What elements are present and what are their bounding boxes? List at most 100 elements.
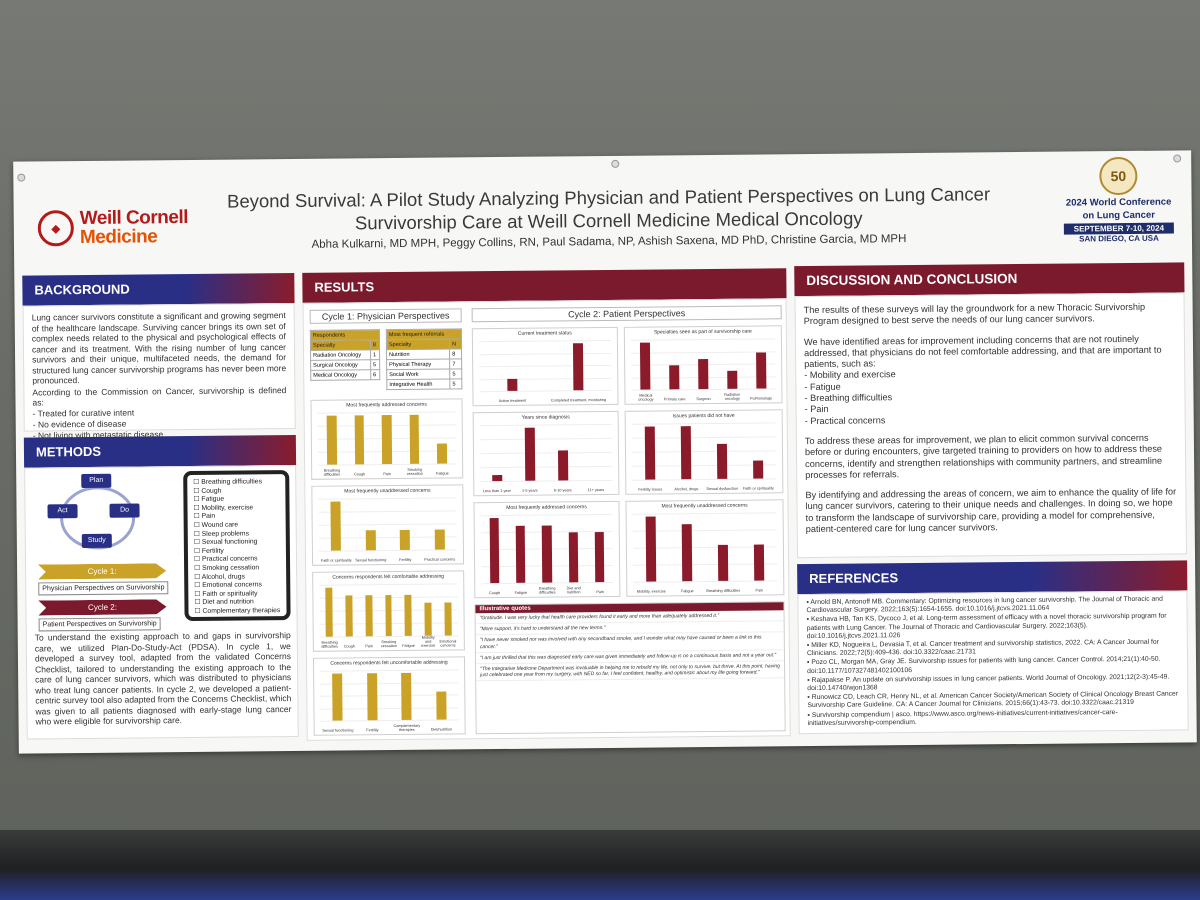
chart-years-since-diagnosis: Years since diagnosis Less than 1 year 1-5… [472, 410, 620, 497]
discussion-p4: By identifying and addressing the areas … [805, 486, 1177, 535]
gridline [480, 451, 613, 455]
chart-bar [716, 443, 728, 479]
chart-title: Most frequently addressed concerns [506, 504, 587, 511]
chart-bar [444, 602, 452, 636]
methods-heading: METHODS [23, 434, 297, 468]
category-label: Pain [365, 644, 373, 649]
chart-bar [436, 691, 447, 720]
gridline [479, 423, 612, 427]
chart-bar [717, 544, 729, 581]
checklist-item: Complementary therapies [194, 607, 280, 616]
chart-bar [727, 370, 738, 389]
references-section: Arnold BN, Antonoff MB. Commentary: Opti… [797, 590, 1189, 735]
chart-patient-unaddressed: Most frequently unaddressed concerns Mobi… [625, 499, 785, 597]
gridline [318, 497, 457, 500]
chart-specialties-seen: Specialties seen as part of survivorship… [623, 325, 783, 405]
category-label: 6-10 years [553, 488, 572, 493]
table-header: N [449, 338, 462, 349]
background-heading: BACKGROUND [22, 272, 295, 306]
table-row: Physical Therapy 7 [386, 358, 462, 370]
category-label: Pain [596, 590, 604, 595]
poster-title: Beyond Survival: A Pilot Study Analyzing… [213, 182, 1003, 236]
gridline [478, 339, 611, 343]
cycle1-label: Cycle 1: [38, 563, 166, 579]
table-row: Radiation Oncology 1 [310, 349, 380, 361]
institution-logo: ◆ Weill Cornell Medicine [37, 206, 189, 248]
chart-bar [326, 415, 337, 465]
chart-title: Years since diagnosis [521, 414, 570, 421]
chart-title: Issues patients did not have [672, 412, 735, 420]
category-label: 1-5 years [521, 488, 538, 493]
pushpin [611, 159, 620, 168]
category-label: Breathing difficulties [706, 588, 741, 594]
gridline [632, 512, 777, 515]
gridline [480, 465, 613, 469]
chart-bar [491, 475, 502, 482]
category-label: Smoking cessation [380, 640, 397, 649]
chart-bar [325, 587, 334, 637]
references-list: Arnold BN, Antonoff MB. Commentary: Opti… [806, 596, 1179, 729]
results-column: RESULTS Cycle 1: Physician Perspectives … [302, 268, 791, 741]
respondents-table-title: Respondents [310, 329, 380, 341]
gridline [479, 437, 612, 441]
chart-bar [680, 425, 692, 480]
category-label: Fertility [399, 557, 412, 562]
chart-bar [345, 595, 353, 637]
category-label: Emotional concerns [439, 639, 457, 648]
background-definition: According to the Commission on Cancer, s… [32, 384, 287, 408]
table-row: Social Work 5 [386, 368, 462, 380]
category-label: Pulmonology [750, 396, 773, 401]
logo-line1: Weill Cornell [79, 206, 189, 230]
category-label: Fatigue [680, 589, 694, 594]
pushpin [17, 173, 26, 182]
category-label: Completed treatment, monitoring [550, 397, 607, 403]
category-label: Sexual dysfunction [706, 486, 739, 492]
category-label: Breathing difficulties [539, 586, 556, 595]
chart-bar [401, 672, 412, 720]
improvement-item: Practical concerns [805, 412, 1177, 427]
conference-name-line2: on Lung Cancer [1082, 209, 1155, 222]
table-header: Specialty [310, 339, 371, 351]
concerns-checklist-phone: Breathing difficultiesCoughFatigueMobili… [183, 470, 291, 622]
results-section: Cycle 1: Physician Perspectives Cycle 2:… [302, 298, 791, 741]
chart-bar [381, 414, 392, 465]
chart-bar [524, 427, 535, 481]
chart-bar [434, 529, 445, 550]
category-label: Breathing difficulties [321, 640, 339, 649]
chart-title: Specialties seen as part of survivorship… [653, 328, 752, 336]
illustrative-quotes: Illustrative quotes "Gratitude. I was ve… [474, 601, 786, 735]
chart-bar [572, 342, 584, 391]
chart-bar [384, 594, 393, 637]
pdsa-plan: Plan [81, 473, 112, 489]
chart-title: Most frequently unaddressed concerns [661, 502, 748, 510]
category-label: Medical oncology [638, 393, 654, 402]
category-label: Diet and nutrition [566, 586, 581, 595]
category-label: Active treatment [498, 398, 527, 404]
gridline [320, 669, 459, 672]
category-label: Faith or spirituality [320, 558, 352, 563]
seal-icon: ◆ [37, 210, 74, 247]
reference-item: Survivorship compendium | asco. https://… [808, 708, 1180, 728]
chart-bar [404, 594, 412, 636]
category-label: Fatigue [514, 590, 528, 595]
chart-treatment-status: Current treatment status Active treatment… [471, 326, 619, 407]
table-row: Surgical Oncology 5 [310, 359, 380, 371]
poster: ◆ Weill Cornell Medicine Beyond Survival… [13, 150, 1197, 754]
referrals-table: Most frequent referrals Specialty N Nutri… [386, 328, 463, 390]
discussion-section: The results of these surveys will lay th… [794, 292, 1188, 559]
improvement-areas: Mobility and exercise Fatigue Breathing … [804, 367, 1177, 427]
gridline [631, 350, 776, 354]
cycle2-label: Cycle 2: [38, 599, 166, 615]
category-label: Sexual functioning [355, 558, 387, 563]
table-row: Nutrition 8 [386, 348, 462, 360]
chart-bar [681, 523, 693, 582]
category-label: Surgeon [696, 396, 711, 402]
discussion-p1: The results of these surveys will lay th… [803, 301, 1146, 327]
chart-title: Concerns respondents felt comfortable ad… [332, 573, 445, 581]
category-label: Mobility and exercise [421, 635, 436, 648]
category-label: Practical concerns [424, 557, 456, 562]
category-label: Fatigue [402, 643, 415, 648]
respondents-table: Respondents Specialty 8 Radiation Oncolog… [310, 329, 380, 381]
category-label: Cough [343, 644, 356, 649]
category-label: Primary care [663, 397, 686, 402]
